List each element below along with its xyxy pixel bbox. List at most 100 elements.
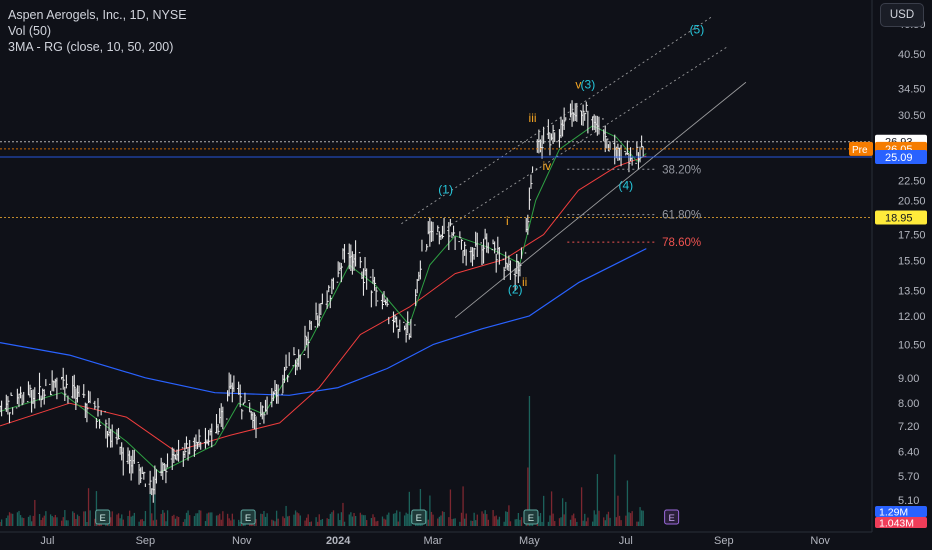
volume-bar xyxy=(198,510,200,526)
volume-bar xyxy=(317,521,319,526)
time-tick-label: Sep xyxy=(714,535,734,547)
volume-bar xyxy=(596,474,599,526)
volume-bar xyxy=(547,521,550,526)
price-tick-label: 10.50 xyxy=(898,340,926,352)
volume-bar xyxy=(117,513,120,526)
volume-bar xyxy=(320,519,322,526)
volume-bar xyxy=(538,516,540,526)
volume-bar xyxy=(38,514,41,526)
volume-bar xyxy=(636,521,638,526)
volume-bar xyxy=(260,513,262,526)
volume-bar xyxy=(10,513,12,526)
volume-bar xyxy=(231,513,234,526)
volume-bar xyxy=(481,511,483,526)
volume-bar xyxy=(171,515,173,526)
volume-bar xyxy=(606,514,608,526)
volume-bar xyxy=(628,512,630,526)
volume-bar xyxy=(448,517,450,526)
volume-bar xyxy=(283,518,286,526)
currency-button[interactable]: USD xyxy=(880,3,924,27)
price-tick-label: 40.50 xyxy=(898,49,926,61)
volume-bar xyxy=(604,520,606,526)
price-axis-label-box xyxy=(875,149,927,164)
volume-bar xyxy=(558,518,561,526)
volume-bar xyxy=(274,521,276,526)
volume-bar xyxy=(65,520,68,526)
volume-bar xyxy=(337,513,339,526)
volume-bar xyxy=(486,514,488,526)
price-axis: 46.5040.5034.5030.5026.5022.5020.5017.50… xyxy=(898,19,926,507)
volume-bar xyxy=(31,521,33,526)
volume-bar xyxy=(293,514,295,526)
volume-bar xyxy=(392,513,395,526)
volume-bar xyxy=(160,513,162,526)
price-axis-label: 25.09 xyxy=(875,149,927,164)
volume-bar xyxy=(331,512,333,526)
wave-label: (3) xyxy=(581,77,596,91)
wave-label: ii xyxy=(522,275,527,289)
volume-bar xyxy=(219,513,221,526)
volume-bar xyxy=(598,510,600,526)
volume-bar xyxy=(452,518,455,526)
volume-bar xyxy=(226,513,229,526)
price-axis-label-box xyxy=(875,210,927,225)
volume-bar xyxy=(200,510,202,526)
volume-bar xyxy=(264,516,267,526)
volume-bar xyxy=(78,516,80,526)
volume-bar xyxy=(506,511,508,526)
volume-bar xyxy=(405,512,407,526)
volume-bar xyxy=(582,520,584,526)
volume-bar xyxy=(163,512,166,526)
volume-bar xyxy=(138,521,140,526)
volume-bar xyxy=(476,514,478,526)
volume-bar xyxy=(76,514,79,526)
volume-bar xyxy=(440,515,442,526)
price-bars xyxy=(0,100,644,503)
volume-bar xyxy=(342,502,344,526)
wave-label: (4) xyxy=(618,178,633,192)
volume-bar xyxy=(426,510,428,526)
earnings-event-marker: E xyxy=(411,509,427,525)
volume-bar xyxy=(128,510,131,526)
volume-bar xyxy=(549,515,551,526)
volume-bar xyxy=(473,512,475,526)
volume-bar xyxy=(275,510,278,526)
volume-bar xyxy=(64,510,66,526)
volume-bar xyxy=(429,495,431,526)
wave-label: (5) xyxy=(690,23,705,37)
price-tick-label: 30.50 xyxy=(898,110,926,122)
wave-label: (1) xyxy=(438,182,453,196)
wave-label: (2) xyxy=(508,283,523,297)
volume-bar xyxy=(443,512,445,526)
volume-bar xyxy=(155,519,158,526)
volume-bar xyxy=(53,517,55,526)
volume-bar xyxy=(332,510,335,526)
fib-level-label: 38.20% xyxy=(662,164,701,176)
volume-bar xyxy=(451,519,453,526)
volume-bar xyxy=(498,516,501,526)
volume-bar xyxy=(195,513,197,526)
volume-bar xyxy=(165,521,167,526)
volume-bar xyxy=(576,521,578,526)
volume-bar xyxy=(484,510,486,526)
volume-bar xyxy=(326,518,328,526)
volume-bar xyxy=(471,520,474,526)
volume-bar xyxy=(310,521,313,526)
volume-bar xyxy=(144,511,147,526)
volume-bar xyxy=(592,521,594,526)
volume-bar xyxy=(43,515,45,526)
price-tick-label: 5.10 xyxy=(898,495,919,507)
moving-average-indicator-label: 3MA - RG (close, 10, 50, 200) xyxy=(8,40,174,54)
price-tick-label: 7.20 xyxy=(898,421,919,433)
moving-average-200 xyxy=(0,248,647,396)
volume-axis-label-box xyxy=(875,517,927,528)
volume-axis-label-text: 1.29M xyxy=(879,507,908,519)
volume-bar xyxy=(21,517,23,526)
earnings-event-marker: E xyxy=(240,509,256,525)
volume-bar xyxy=(27,516,30,526)
volume-bar xyxy=(233,519,235,526)
time-tick-label: Nov xyxy=(810,535,830,547)
volume-bar xyxy=(151,513,153,526)
